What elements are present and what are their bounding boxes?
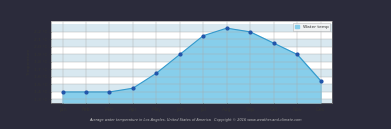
Bar <box>51 39 332 47</box>
Bar <box>51 54 332 62</box>
Y-axis label: Temperature: Temperature <box>27 48 31 76</box>
Bar <box>51 32 332 39</box>
Bar <box>51 24 332 32</box>
Bar <box>51 84 332 92</box>
Text: Average water temperature in Los Angeles, United States of America   Copyright ©: Average water temperature in Los Angeles… <box>89 118 302 122</box>
Bar <box>51 47 332 54</box>
Bar <box>51 69 332 77</box>
Legend: Water temp: Water temp <box>293 23 330 31</box>
Bar <box>51 92 332 99</box>
Bar <box>51 62 332 69</box>
Bar <box>51 99 332 103</box>
Bar <box>51 77 332 84</box>
